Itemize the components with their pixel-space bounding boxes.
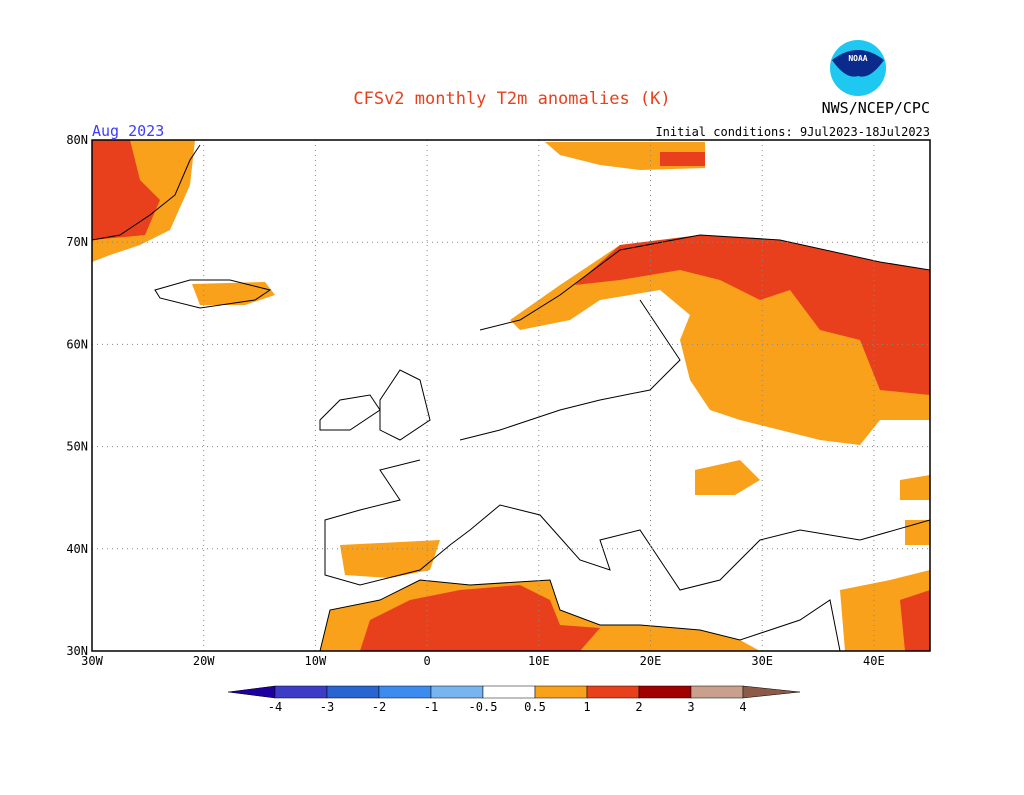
- lat-label: 30N: [66, 644, 88, 658]
- coastline: [319, 579, 841, 651]
- colorbar-bin: [378, 685, 432, 699]
- title: CFSv2 monthly T2m anomalies (K): [353, 89, 670, 109]
- anomaly-region: [340, 540, 440, 578]
- coastline: [479, 234, 930, 331]
- colorbar-label: -3: [320, 700, 334, 714]
- colorbar-bin: [586, 685, 640, 699]
- colorbar-bin: [534, 685, 588, 699]
- lon-label: 20W: [193, 654, 215, 668]
- map: 30W 20W 10W 0 10E 20E 30E 40E 30N 40N 50N 60N 70N 80N: [66, 133, 931, 668]
- agency: NWS/NCEP/CPC: [822, 99, 930, 117]
- colorbar-bin: [638, 685, 692, 699]
- lon-label: 30E: [751, 654, 773, 668]
- anomaly-region: [695, 460, 760, 495]
- lat-label: 40N: [66, 542, 88, 556]
- anomaly-region: [192, 282, 275, 305]
- colorbar-bin: [274, 685, 328, 699]
- coastline: [324, 459, 930, 591]
- colorbar-arrow: [742, 685, 801, 699]
- colorbar-bin: [430, 685, 484, 699]
- coastline: [154, 279, 272, 309]
- lon-label: 10W: [305, 654, 327, 668]
- logo-text: NOAA: [848, 54, 867, 63]
- lat-label: 60N: [66, 337, 88, 351]
- lon-label: 30W: [81, 654, 103, 668]
- lon-label: 40E: [863, 654, 885, 668]
- map-frame: [91, 139, 931, 652]
- anomaly-region: [92, 140, 160, 240]
- colorbar-label: 2: [635, 700, 642, 714]
- initial-conditions: Initial conditions: 9Jul2023-18Jul2023: [655, 125, 930, 139]
- colorbar-bin: [690, 685, 744, 699]
- lon-label: 10E: [528, 654, 550, 668]
- anomaly-region: [900, 475, 930, 545]
- colorbar-label: -1: [424, 700, 438, 714]
- colorbar-bin: [482, 685, 536, 699]
- coastline: [459, 299, 681, 441]
- anomaly-region: [660, 152, 705, 166]
- lat-label: 70N: [66, 235, 88, 249]
- lon-label: 0: [423, 654, 430, 668]
- colorbar-label: -0.5: [469, 700, 498, 714]
- lat-label: 50N: [66, 440, 88, 454]
- colorbar-label: 4: [739, 700, 746, 714]
- period: Aug 2023: [92, 122, 164, 140]
- colorbar-label: 1: [583, 700, 590, 714]
- coastline: [319, 369, 431, 441]
- coastline: [92, 144, 201, 241]
- colorbar-label: -4: [268, 700, 282, 714]
- colorbar-bin: [326, 685, 380, 699]
- lon-label: 20E: [640, 654, 662, 668]
- colorbar-label: -2: [372, 700, 386, 714]
- anomaly-region: [900, 590, 930, 651]
- logo-mark: [832, 50, 884, 77]
- lat-label: 80N: [66, 133, 88, 147]
- colorbar-label: 3: [687, 700, 694, 714]
- anomaly-region: [575, 235, 930, 395]
- anomaly-region: [360, 585, 600, 651]
- colorbar-label: 0.5: [524, 700, 546, 714]
- coastlines: [92, 144, 930, 651]
